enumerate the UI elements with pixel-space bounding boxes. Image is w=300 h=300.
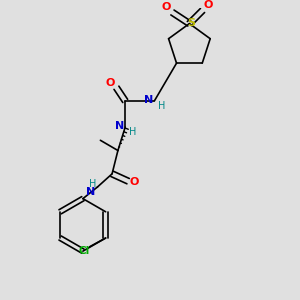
Text: N: N <box>145 95 154 105</box>
Text: Cl: Cl <box>78 246 89 256</box>
Text: O: O <box>203 0 212 10</box>
Text: H: H <box>88 179 96 189</box>
Text: H: H <box>158 101 165 111</box>
Text: O: O <box>161 2 171 12</box>
Text: N: N <box>86 187 96 196</box>
Text: O: O <box>130 177 139 187</box>
Text: N: N <box>115 121 124 131</box>
Text: S: S <box>187 18 195 28</box>
Text: H: H <box>129 127 136 136</box>
Text: O: O <box>105 78 115 88</box>
